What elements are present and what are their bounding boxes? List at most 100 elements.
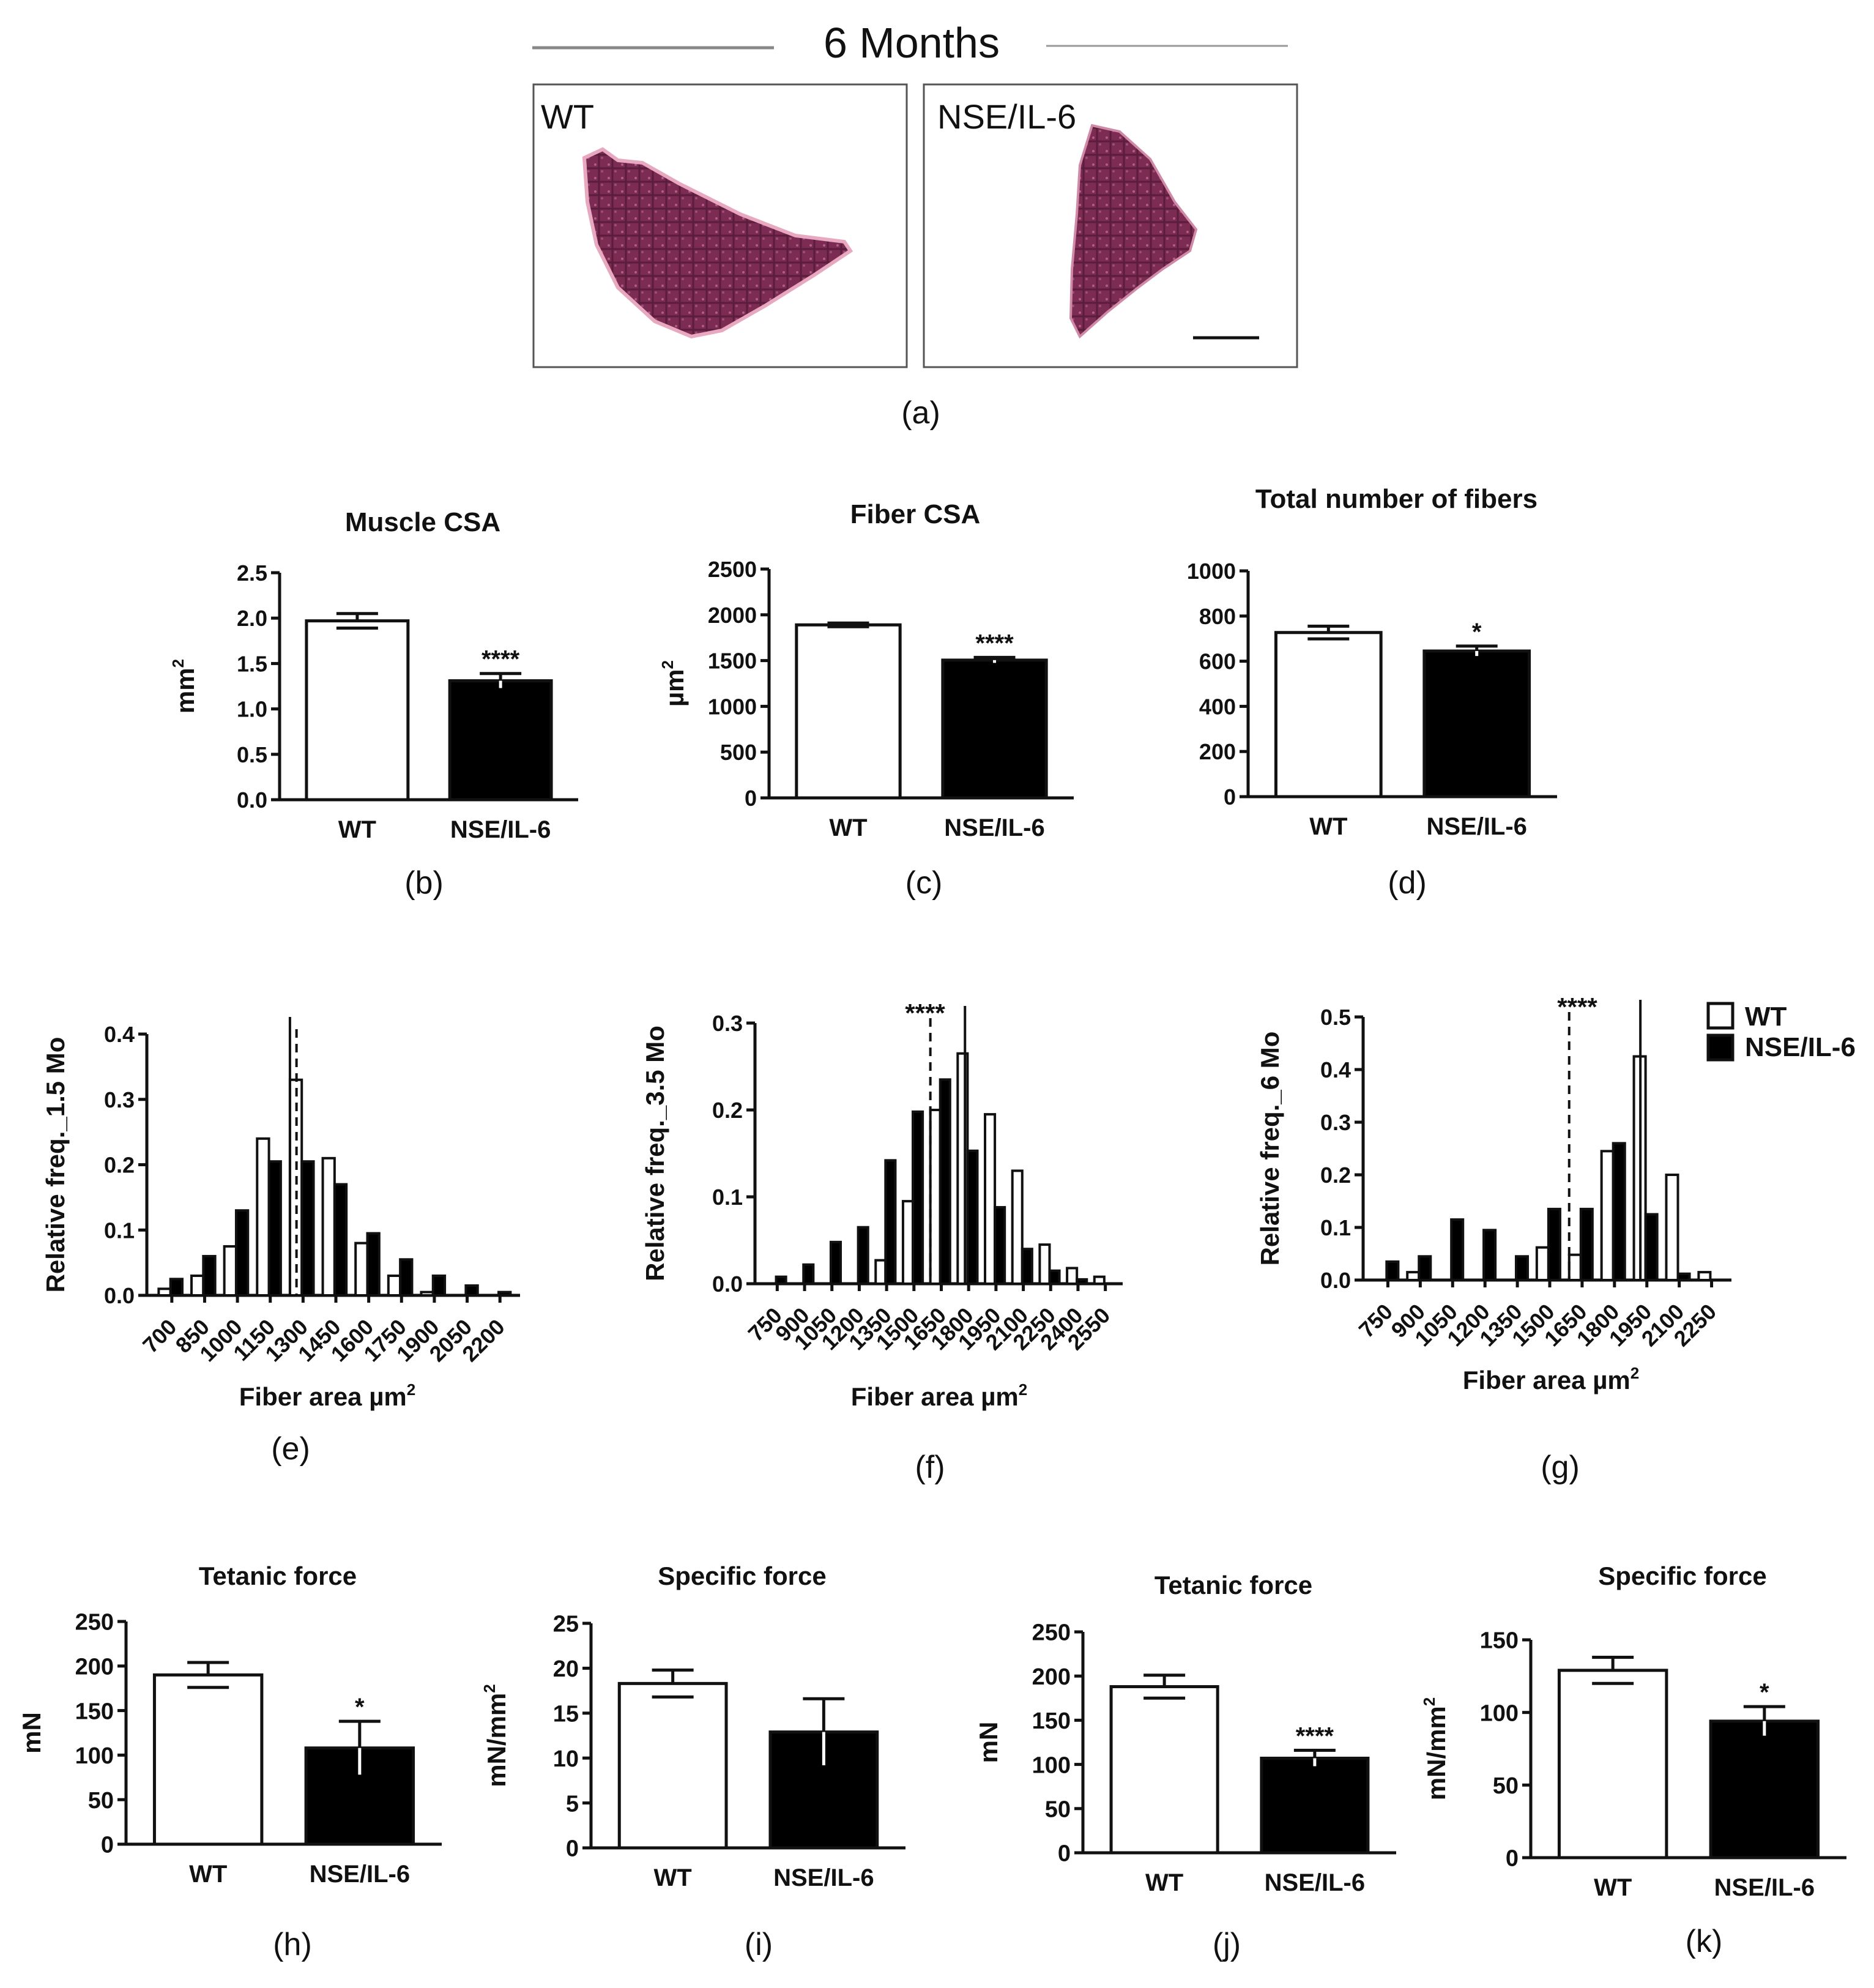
x-tick-label: NSE/IL-6 bbox=[310, 1861, 410, 1888]
y-tick-label: 15 bbox=[553, 1701, 579, 1727]
hist-bar-wt bbox=[288, 1078, 303, 1297]
panel-letter: (j) bbox=[1213, 1927, 1241, 1962]
hist-bar-ko bbox=[1076, 1278, 1088, 1285]
hist-bar-ko bbox=[464, 1284, 479, 1297]
y-axis-label: µm2 bbox=[658, 660, 689, 707]
hist-bar-wt bbox=[157, 1287, 172, 1297]
hist-bar-ko bbox=[1579, 1207, 1594, 1282]
hist-bar-ko bbox=[366, 1232, 381, 1297]
y-axis-label: Relative freq._1.5 Mo bbox=[41, 1037, 70, 1293]
bar-wt bbox=[1274, 631, 1383, 799]
significance-marker: * bbox=[1472, 619, 1482, 646]
y-tick-label: 600 bbox=[1199, 649, 1236, 674]
y-axis-label: mN bbox=[974, 1722, 1003, 1763]
y-tick-label: 0.1 bbox=[104, 1218, 135, 1243]
hist-bar-wt bbox=[984, 1113, 997, 1285]
bar-wt bbox=[1109, 1685, 1219, 1855]
y-tick-label: 200 bbox=[1199, 739, 1236, 764]
hist-bar-ko bbox=[1612, 1142, 1626, 1282]
panel-a: 6 Months WT NSE/IL-6 (a) bbox=[532, 19, 1298, 431]
y-tick-label: 2500 bbox=[708, 557, 757, 582]
significance-marker: **** bbox=[975, 630, 1014, 657]
hist-bar-ko bbox=[300, 1160, 315, 1297]
y-axis-label: mN/mm2 bbox=[1420, 1697, 1451, 1801]
y-tick-label: 100 bbox=[1032, 1752, 1071, 1778]
y-tick-label: 0 bbox=[101, 1833, 114, 1858]
muscle-section-ko bbox=[1069, 124, 1198, 339]
chart-title: Specific force bbox=[658, 1562, 826, 1590]
hist-bar-wt bbox=[1066, 1267, 1079, 1285]
x-tick-label: NSE/IL-6 bbox=[944, 814, 1044, 841]
y-tick-label: 0.3 bbox=[712, 1011, 743, 1036]
hist-bar-ko bbox=[1482, 1229, 1497, 1282]
y-tick-label: 0.0 bbox=[104, 1283, 135, 1308]
bar-wt bbox=[1557, 1669, 1668, 1860]
bar-wt bbox=[305, 619, 410, 802]
legend: WT NSE/IL-6 bbox=[1706, 1002, 1856, 1062]
y-axis-label: mm2 bbox=[169, 659, 199, 713]
hist-bar-wt bbox=[929, 1109, 942, 1285]
muscle-section-wt bbox=[582, 147, 853, 339]
figure-title: 6 Months bbox=[824, 19, 1000, 67]
panel-letter: (d) bbox=[1388, 865, 1427, 901]
hist-bar-ko bbox=[1450, 1218, 1465, 1281]
y-tick-label: 50 bbox=[88, 1788, 114, 1814]
y-tick-label: 150 bbox=[1480, 1628, 1519, 1654]
hist-bar-wt bbox=[223, 1245, 237, 1297]
y-tick-label: 200 bbox=[1032, 1664, 1071, 1690]
hist-bar-wt bbox=[387, 1274, 402, 1297]
legend-label-ko: NSE/IL-6 bbox=[1745, 1032, 1856, 1062]
chart-title: Specific force bbox=[1598, 1562, 1766, 1590]
y-tick-label: 0.0 bbox=[1320, 1268, 1351, 1293]
bar-wt bbox=[795, 623, 902, 800]
chart-title: Tetanic force bbox=[1155, 1571, 1312, 1599]
hist-bar-ko bbox=[857, 1226, 869, 1285]
hist-bar-ko bbox=[267, 1160, 282, 1297]
x-tick-label: WT bbox=[1594, 1874, 1632, 1901]
y-tick-label: 0 bbox=[1506, 1846, 1519, 1872]
hist-bar-ko bbox=[994, 1206, 1006, 1286]
hist-bar-wt bbox=[901, 1200, 915, 1285]
y-tick-label: 150 bbox=[75, 1699, 114, 1724]
panel-letter: (c) bbox=[905, 865, 943, 901]
x-tick-label: NSE/IL-6 bbox=[1426, 813, 1526, 840]
y-axis-label: Relative freq._3.5 Mo bbox=[641, 1026, 669, 1281]
y-axis-label: mN/mm2 bbox=[480, 1684, 511, 1787]
x-tick-label: WT bbox=[654, 1864, 692, 1891]
x-tick-label: WT bbox=[189, 1861, 227, 1888]
y-tick-label: 0.4 bbox=[1320, 1057, 1351, 1082]
histology-label-ko: NSE/IL-6 bbox=[937, 97, 1076, 136]
hist-bar-wt bbox=[1406, 1271, 1421, 1282]
y-tick-label: 0 bbox=[1224, 784, 1236, 810]
hist-bar-ko bbox=[802, 1263, 815, 1286]
hist-bar-ko bbox=[1418, 1255, 1432, 1282]
hist-bar-wt bbox=[1011, 1169, 1024, 1286]
bar-wt bbox=[152, 1673, 264, 1846]
y-tick-label: 5 bbox=[566, 1791, 579, 1817]
y-tick-label: 50 bbox=[1493, 1773, 1519, 1799]
hist-bar-wt bbox=[1600, 1150, 1615, 1282]
y-tick-label: 50 bbox=[1045, 1796, 1071, 1822]
significance-marker: * bbox=[355, 1694, 365, 1721]
panel-letter: (k) bbox=[1686, 1924, 1723, 1959]
y-tick-label: 0.5 bbox=[1320, 1005, 1351, 1030]
hist-bar-ko bbox=[431, 1274, 447, 1297]
y-tick-label: 0.2 bbox=[712, 1098, 743, 1123]
chart-specific-force-1: Specific force 0 5 10 15 20 25 mN/mm2 WT NSE/IL-6… bbox=[480, 1562, 905, 1962]
hist-bar-ko bbox=[399, 1258, 414, 1297]
panel-letter: (g) bbox=[1541, 1450, 1580, 1485]
hist-bar-wt bbox=[1567, 1253, 1582, 1281]
x-tick-label: WT bbox=[1309, 813, 1347, 840]
y-tick-label: 20 bbox=[553, 1656, 579, 1682]
y-tick-label: 1000 bbox=[1187, 559, 1236, 584]
y-tick-label: 0 bbox=[1058, 1841, 1071, 1867]
hist-bar-wt bbox=[874, 1259, 887, 1285]
chart-title: Tetanic force bbox=[199, 1562, 357, 1590]
y-tick-label: 800 bbox=[1199, 604, 1236, 629]
y-tick-label: 500 bbox=[720, 740, 757, 765]
hist-bar-ko bbox=[169, 1278, 184, 1297]
x-tick-label: NSE/IL-6 bbox=[450, 816, 551, 843]
hist-bar-ko bbox=[1385, 1260, 1400, 1281]
